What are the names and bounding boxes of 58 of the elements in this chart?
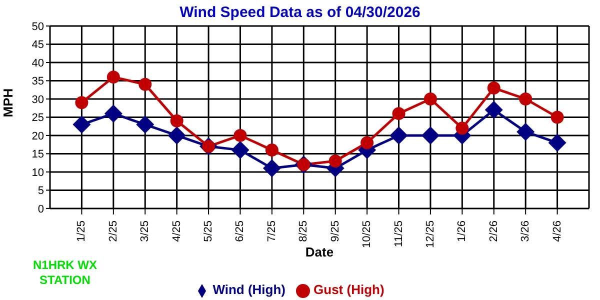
y-tick-label: 45 bbox=[32, 39, 44, 52]
point bbox=[234, 128, 247, 142]
x-tick-label: 9/25 bbox=[329, 220, 342, 242]
point bbox=[487, 82, 500, 95]
x-tick-label: 2/26 bbox=[488, 220, 500, 242]
y-axis-title: MPH bbox=[0, 88, 16, 118]
y-tick-label: 50 bbox=[32, 20, 44, 33]
point bbox=[72, 116, 91, 134]
x-tick-label: 12/25 bbox=[424, 220, 436, 248]
y-tick-label: 0 bbox=[38, 203, 44, 216]
y-tick-label: 20 bbox=[32, 130, 44, 142]
x-tick-label: 1/25 bbox=[76, 220, 88, 242]
point bbox=[106, 70, 120, 84]
point bbox=[136, 116, 154, 134]
point bbox=[262, 159, 281, 178]
x-tick-label: 7/25 bbox=[266, 220, 278, 242]
point bbox=[168, 126, 186, 144]
y-tick-label: 15 bbox=[32, 148, 44, 161]
x-tick-label: 1/26 bbox=[456, 220, 468, 242]
point bbox=[390, 126, 408, 144]
point bbox=[328, 154, 342, 168]
x-tick-label: 10/25 bbox=[361, 220, 374, 248]
x-tick-label: 3/25 bbox=[139, 220, 152, 242]
x-tick-label: 8/25 bbox=[298, 220, 310, 242]
point bbox=[421, 126, 440, 144]
point bbox=[519, 92, 532, 106]
text: N1HRK WX STATION bbox=[32, 258, 98, 288]
legend-label: Gust (High) bbox=[314, 282, 384, 298]
x-tick-label: 4/26 bbox=[551, 220, 564, 242]
y-tick-label: 5 bbox=[38, 185, 44, 198]
point bbox=[548, 134, 566, 152]
y-tick-label: 30 bbox=[32, 94, 44, 106]
point bbox=[75, 96, 88, 110]
y-tick-label: 10 bbox=[32, 166, 44, 179]
y-tick-label: 25 bbox=[32, 112, 44, 124]
x-tick-label: 4/25 bbox=[170, 220, 183, 242]
point bbox=[550, 110, 564, 124]
x-tick-label: 11/25 bbox=[392, 220, 405, 248]
x-tick-label: 3/26 bbox=[520, 220, 532, 242]
chart-title: Wind Speed Data as of 04/30/2026 bbox=[178, 4, 422, 21]
x-tick-label: 2/25 bbox=[107, 220, 120, 242]
point bbox=[138, 78, 152, 91]
point bbox=[392, 107, 406, 120]
x-tick-label: 6/25 bbox=[234, 220, 246, 242]
y-tick-label: 40 bbox=[32, 57, 44, 70]
point bbox=[231, 141, 250, 160]
point bbox=[170, 114, 184, 128]
point bbox=[104, 104, 122, 123]
point bbox=[265, 144, 278, 157]
point bbox=[516, 122, 535, 141]
point bbox=[484, 100, 503, 119]
x-axis-title: Date bbox=[305, 244, 334, 260]
x-tick-label: 5/25 bbox=[202, 220, 215, 242]
point bbox=[360, 136, 374, 150]
legend-label: Wind (High) bbox=[212, 282, 286, 298]
point bbox=[424, 92, 437, 106]
y-tick-label: 35 bbox=[32, 76, 44, 88]
point bbox=[456, 122, 469, 135]
